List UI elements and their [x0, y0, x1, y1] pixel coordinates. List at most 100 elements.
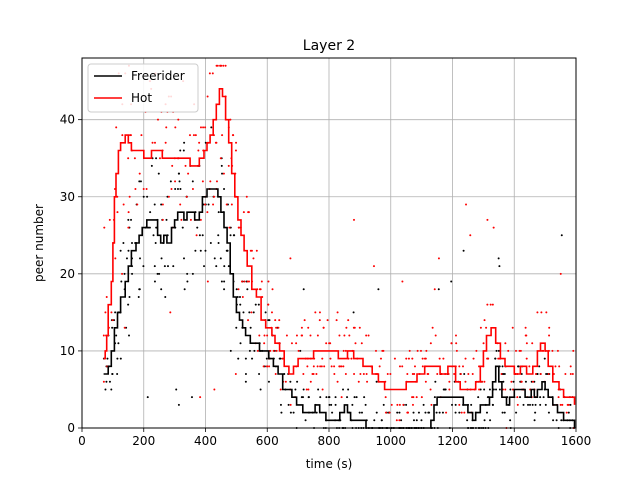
sample-dot: [527, 403, 530, 406]
sample-dot: [557, 396, 560, 399]
sample-dot: [136, 203, 139, 206]
sample-dot: [236, 295, 239, 298]
sample-dot: [323, 365, 326, 368]
sample-dot: [199, 249, 202, 252]
sample-dot: [415, 419, 418, 422]
sample-dot: [543, 357, 546, 360]
sample-dot: [184, 164, 187, 167]
sample-dot: [406, 411, 409, 414]
sample-dot: [158, 157, 161, 160]
sample-dot: [265, 357, 268, 360]
sample-dot: [353, 373, 356, 376]
sample-dot: [295, 342, 298, 345]
sample-dot: [127, 157, 130, 160]
sample-dot: [155, 226, 158, 229]
sample-dot: [149, 211, 152, 214]
sample-dot: [153, 265, 156, 268]
sample-dot: [318, 319, 321, 322]
sample-dot: [428, 411, 431, 414]
sample-dot: [175, 388, 178, 391]
sample-dot: [336, 380, 339, 383]
sample-dot: [353, 396, 356, 399]
sample-dot: [425, 349, 428, 352]
sample-dot: [146, 396, 149, 399]
sample-dot: [520, 380, 523, 383]
sample-dot: [382, 349, 385, 352]
sample-dot: [253, 349, 256, 352]
sample-dot: [307, 388, 310, 391]
sample-dot: [497, 357, 500, 360]
sample-dot: [406, 373, 409, 376]
sample-dot: [116, 211, 119, 214]
sample-dot: [567, 403, 570, 406]
sample-dot: [235, 288, 238, 291]
sample-dot: [221, 172, 224, 175]
sample-dot: [139, 180, 142, 183]
sample-dot: [158, 272, 161, 275]
sample-dot: [116, 373, 119, 376]
sample-dot: [174, 126, 177, 129]
sample-dot: [229, 234, 232, 237]
sample-dot: [512, 380, 515, 383]
sample-dot: [463, 411, 466, 414]
sample-dot: [199, 218, 202, 221]
sample-dot: [475, 349, 478, 352]
sample-dot: [104, 388, 107, 391]
sample-dot: [451, 403, 454, 406]
sample-dot: [138, 288, 141, 291]
sample-dot: [379, 357, 382, 360]
sample-dot: [117, 342, 120, 345]
sample-dot: [398, 365, 401, 368]
sample-dot: [347, 388, 350, 391]
sample-dot: [377, 288, 380, 291]
sample-dot: [545, 311, 548, 314]
sample-dot: [396, 411, 399, 414]
sample-dot: [174, 180, 177, 183]
sample-dot: [450, 342, 453, 345]
sample-dot: [229, 118, 232, 121]
sample-dot: [342, 388, 345, 391]
sample-dot: [221, 134, 224, 137]
sample-dot: [257, 303, 260, 306]
sample-dot: [344, 373, 347, 376]
sample-dot: [295, 334, 298, 337]
sample-dot: [164, 141, 167, 144]
sample-dot: [183, 141, 186, 144]
sample-dot: [255, 249, 258, 252]
sample-dot: [258, 288, 261, 291]
sample-dot: [138, 172, 141, 175]
sample-dot: [529, 403, 532, 406]
sample-dot: [222, 172, 225, 175]
sample-dot: [265, 365, 268, 368]
sample-dot: [213, 257, 216, 260]
sample-dot: [433, 396, 436, 399]
sample-dot: [209, 242, 212, 244]
sample-dot: [511, 326, 514, 329]
sample-dot: [153, 203, 156, 206]
sample-dot: [207, 203, 210, 206]
sample-dot: [421, 365, 424, 368]
sample-dot: [247, 211, 250, 214]
sample-dot: [279, 357, 282, 360]
sample-dot: [329, 357, 332, 360]
sample-dot: [360, 411, 363, 414]
sample-dot: [130, 218, 133, 221]
sample-dot: [116, 357, 119, 360]
sample-dot: [431, 326, 434, 329]
sample-dot: [262, 365, 265, 368]
sample-dot: [344, 349, 347, 352]
sample-dot: [438, 411, 441, 414]
series-layer: [103, 88, 576, 429]
sample-dot: [260, 280, 263, 283]
sample-dot: [297, 349, 300, 352]
sample-dot: [138, 180, 141, 183]
sample-dot: [223, 288, 226, 291]
sample-dot: [309, 334, 312, 337]
sample-dot: [254, 303, 257, 306]
sample-dot: [106, 357, 109, 360]
sample-dot: [338, 334, 341, 337]
sample-dot: [501, 411, 504, 414]
sample-dot: [285, 334, 288, 337]
sample-dot: [161, 203, 164, 206]
